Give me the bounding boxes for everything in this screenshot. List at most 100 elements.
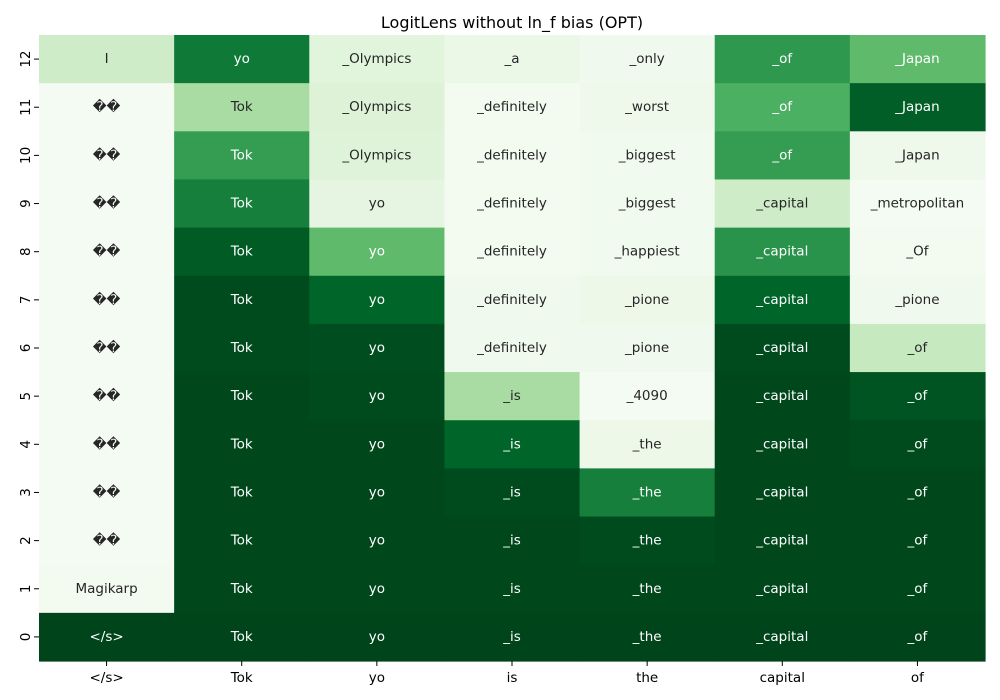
cell-label: _is [502, 484, 521, 500]
heatmap-cell-layer-10-s [39, 131, 175, 181]
heatmap-cell-layer-3-tok [174, 468, 310, 518]
cell-label: �� [93, 339, 121, 356]
cell-label: �� [93, 291, 121, 308]
cell-label: _is [502, 581, 521, 597]
heatmap-cell-layer-4-capital [714, 420, 851, 469]
y-tick-label: 0 [18, 633, 34, 642]
y-tick-label: 3 [18, 488, 34, 497]
cell-label: _of [907, 629, 929, 645]
cell-label: _capital [755, 292, 808, 308]
heatmap-cell-layer-3-yo [309, 468, 446, 518]
heatmap-cell-layer-6-the [579, 323, 716, 373]
cell-label: _Olympics [341, 99, 411, 115]
cell-label: _biggest [618, 196, 676, 212]
heatmap-cell-layer-3-the [579, 468, 716, 518]
cell-label: _the [632, 533, 662, 549]
heatmap-cell-layer-1-s [39, 564, 175, 614]
heatmap-cell-layer-6-of [849, 323, 986, 373]
heatmap-cell-layer-10-the [579, 131, 716, 181]
cell-label: </s> [89, 629, 123, 645]
cell-label: _of [907, 436, 929, 452]
cell-label: yo [234, 51, 250, 67]
heatmap-cell-layer-7-capital [714, 275, 851, 325]
cell-label: _the [632, 581, 662, 597]
heatmap-cell-layer-4-tok [174, 420, 310, 469]
heatmap-cell-layer-2-the [579, 516, 716, 566]
heatmap-cell-layer-8-s [39, 227, 175, 277]
heatmap-cell-layer-11-the [579, 83, 716, 132]
cell-label: yo [369, 533, 385, 549]
heatmap-cell-layer-8-the [579, 227, 716, 277]
heatmap-cell-layer-8-yo [309, 227, 446, 277]
cell-label: _biggest [618, 147, 676, 163]
heatmap-cell-layer-2-yo [309, 516, 446, 566]
heatmap-cell-layer-9-the [579, 179, 716, 229]
cell-label: _capital [755, 629, 808, 645]
heatmap-cell-layer-9-yo [309, 179, 446, 229]
heatmap-cell-layer-6-is [444, 323, 581, 373]
heatmap-cell-layer-4-is [444, 420, 581, 469]
cell-label: Tok [230, 533, 253, 549]
heatmap-cell-layer-8-capital [714, 227, 851, 277]
heatmap-cell-layer-5-tok [174, 372, 310, 421]
cell-label: Tok [230, 99, 253, 115]
heatmap-cell-layer-2-capital [714, 516, 851, 566]
heatmap-cell-layer-10-is [444, 131, 581, 181]
heatmap-cell-layer-1-of [849, 564, 986, 614]
cell-label: _Japan [894, 99, 939, 115]
cell-label: Tok [230, 340, 253, 356]
cell-label: �� [93, 195, 121, 212]
cell-label: _is [502, 436, 521, 452]
cell-label: �� [93, 532, 121, 549]
y-tick-label: 12 [18, 50, 34, 67]
heatmap-cell-layer-11-tok [174, 83, 310, 132]
y-tick-label: 10 [18, 147, 34, 164]
y-tick-label: 1 [18, 584, 34, 593]
heatmap-cell-layer-4-of [849, 420, 986, 469]
cell-label: �� [93, 243, 121, 260]
cell-label: _the [632, 629, 662, 645]
y-tick-label: 11 [18, 99, 34, 116]
cell-label: _of [907, 484, 929, 500]
cell-label: _Olympics [341, 51, 411, 67]
cell-label: _pione [894, 292, 939, 308]
heatmap-cell-layer-7-tok [174, 275, 310, 325]
chart-title: LogitLens without ln_f bias (OPT) [381, 13, 643, 33]
cell-label: _definitely [476, 99, 547, 115]
heatmap-cell-layer-10-yo [309, 131, 446, 181]
heatmap-cell-layer-5-is [444, 372, 581, 421]
cell-label: _only [628, 51, 664, 67]
cell-label: _of [771, 99, 793, 115]
x-tick-label: Tok [230, 670, 253, 686]
cell-label: _capital [755, 388, 808, 404]
cell-label: _is [502, 533, 521, 549]
cell-label: _definitely [476, 196, 547, 212]
heatmap-cell-layer-0-of [849, 612, 986, 662]
cell-label: yo [369, 629, 385, 645]
y-tick-label: 8 [18, 247, 34, 256]
cell-label: _of [771, 147, 793, 163]
heatmap-cell-layer-3-s [39, 468, 175, 518]
heatmap-cell-layer-5-of [849, 372, 986, 421]
cell-label: _Olympics [341, 147, 411, 163]
cell-label: _Japan [894, 51, 939, 67]
heatmap-cell-layer-2-is [444, 516, 581, 566]
cell-label: _of [907, 581, 929, 597]
heatmap-cell-layer-8-of [849, 227, 986, 277]
y-tick-label: 5 [18, 392, 34, 401]
x-axis: </s> Tok yo is the capital of [89, 661, 925, 686]
cell-label: _capital [755, 484, 808, 500]
heatmap-cell-layer-5-s [39, 372, 175, 421]
cell-label: _worst [624, 99, 669, 115]
y-tick-label: 2 [18, 536, 34, 545]
heatmap-cell-layer-5-capital [714, 372, 851, 421]
cell-label: _happiest [614, 244, 680, 260]
cell-label: yo [369, 436, 385, 452]
heatmap-cell-layer-0-is [444, 612, 581, 662]
heatmap-cell-layer-6-yo [309, 323, 446, 373]
x-tick-label: of [911, 670, 925, 686]
cell-label: Tok [230, 292, 253, 308]
cell-label: yo [369, 340, 385, 356]
